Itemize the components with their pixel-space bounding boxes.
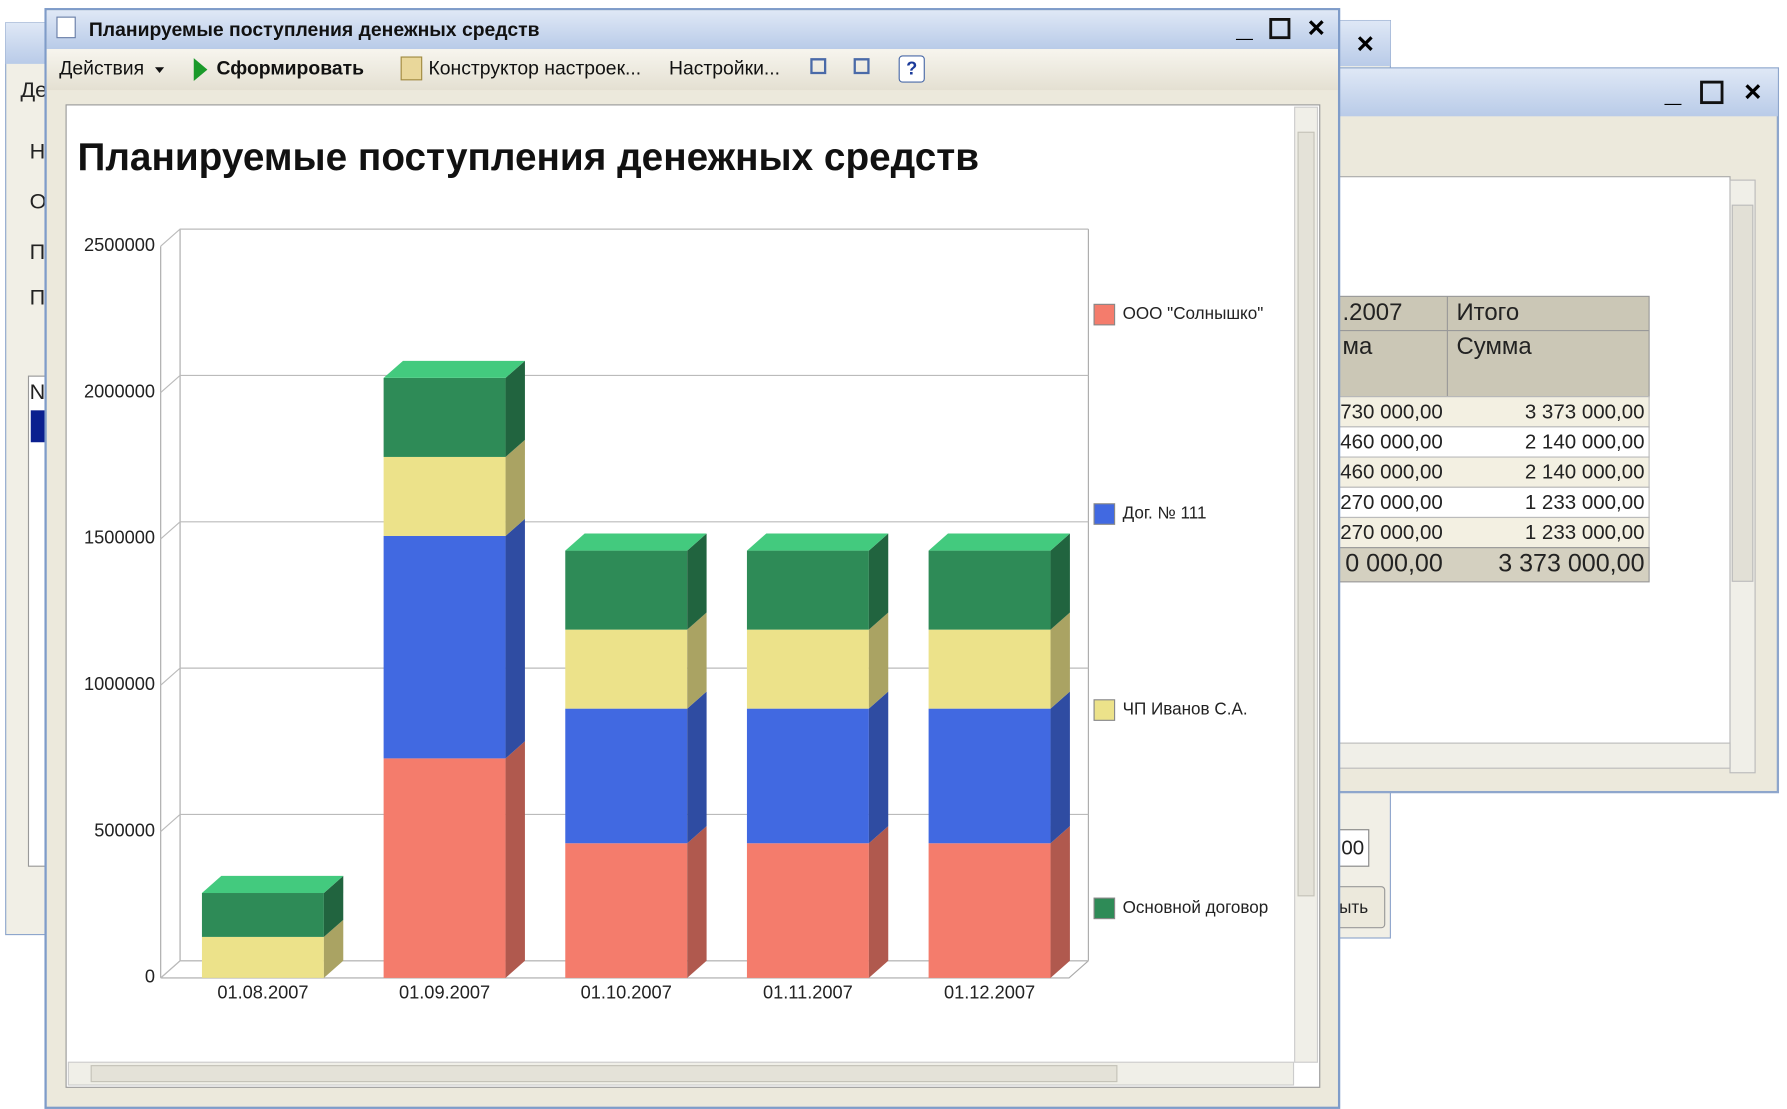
bar-top <box>565 533 706 550</box>
bar-segment <box>565 843 687 978</box>
bar-side <box>1051 692 1070 844</box>
legend-swatch <box>1094 304 1115 325</box>
bar-side <box>506 519 525 759</box>
bar-segment <box>747 551 869 630</box>
x-tick-label: 01.08.2007 <box>217 982 308 1003</box>
screen: ДеНОППN × 00 ыть _ × .2007ИтогомаСумма73… <box>0 0 1787 1109</box>
bar-segment <box>929 630 1051 709</box>
bar-top <box>929 533 1070 550</box>
constructor-button[interactable]: Конструктор настроек... <box>429 58 642 80</box>
bar-segment <box>384 758 506 978</box>
actions-menu[interactable]: Действия <box>59 58 144 80</box>
minimize-button[interactable]: _ <box>1664 75 1682 108</box>
y-tick-label: 2000000 <box>84 380 155 401</box>
label: П <box>30 239 46 264</box>
x-tick-label: 01.09.2007 <box>399 982 490 1003</box>
y-tick-label: 500000 <box>94 819 155 840</box>
legend-swatch <box>1094 700 1115 721</box>
bar-segment <box>202 937 324 978</box>
bar-segment <box>747 709 869 844</box>
bar-side <box>687 692 706 844</box>
legend-swatch <box>1094 898 1115 919</box>
window-icon <box>57 17 75 38</box>
legend-label: Основной договор <box>1123 898 1269 917</box>
x-tick-label: 01.11.2007 <box>763 982 853 1003</box>
settings-button[interactable]: Настройки... <box>669 58 780 80</box>
y-tick-label: 1500000 <box>84 527 155 548</box>
report-window: _ × .2007 Итого ма Сумма 730 000,00 3 373 000… <box>1333 68 1777 792</box>
minimize-button[interactable]: _ <box>1235 10 1253 43</box>
total-cell: 0 000,00 <box>1345 549 1443 577</box>
label: О <box>30 189 47 214</box>
bar-segment <box>929 551 1051 630</box>
x-tick-label: 01.10.2007 <box>581 982 672 1003</box>
bar-segment <box>565 551 687 630</box>
bar-side <box>506 741 525 978</box>
x-tick-label: 01.12.2007 <box>944 982 1035 1003</box>
field-text: 00 <box>1341 837 1364 860</box>
bar-segment <box>747 843 869 978</box>
button-text: ыть <box>1339 898 1368 917</box>
generate-button[interactable]: Сформировать <box>217 58 365 80</box>
cell: 2 140 000,00 <box>1525 461 1645 484</box>
bar-top <box>384 361 525 378</box>
page: { "window": { "title": "Планируемые пост… <box>0 0 1787 1109</box>
cell: 1 233 000,00 <box>1525 491 1645 514</box>
bar-segment <box>384 457 506 536</box>
total-cell: 3 373 000,00 <box>1498 549 1644 577</box>
h-scrollbar[interactable] <box>1333 743 1730 768</box>
close-button[interactable]: × <box>1308 12 1325 45</box>
cell: 460 000,00 <box>1340 461 1443 484</box>
main-window: Планируемые поступления денежных средств… <box>46 9 1340 1108</box>
bar-side <box>869 826 888 978</box>
bar-side <box>1051 826 1070 978</box>
bar-segment <box>929 709 1051 844</box>
label: N <box>30 379 46 404</box>
cell: 270 000,00 <box>1340 491 1443 514</box>
legend-label: ООО "Солнышко" <box>1123 304 1264 323</box>
y-tick-label: 0 <box>145 966 155 987</box>
cell: 460 000,00 <box>1340 431 1443 454</box>
bar-side <box>687 826 706 978</box>
window-title: Планируемые поступления денежных средств <box>89 19 540 41</box>
bar-segment <box>384 378 506 457</box>
constructor-icon <box>401 57 422 80</box>
bar-segment <box>384 536 506 758</box>
chart-title: Планируемые поступления денежных средств <box>77 136 979 179</box>
bar-segment <box>747 630 869 709</box>
bar-segment <box>202 893 324 937</box>
cell: 2 140 000,00 <box>1525 431 1645 454</box>
bar-top <box>202 876 343 893</box>
legend-swatch <box>1094 504 1115 525</box>
close-button[interactable]: × <box>1357 27 1374 60</box>
scroll-thumb[interactable] <box>1298 132 1314 896</box>
y-tick-label: 1000000 <box>84 673 155 694</box>
legend-label: ЧП Иванов С.А. <box>1123 700 1248 719</box>
header-cell: .2007 <box>1343 299 1403 326</box>
bar-segment <box>565 709 687 844</box>
close-button[interactable]: × <box>1744 75 1761 108</box>
y-tick-label: 2500000 <box>84 234 155 255</box>
label: П <box>30 284 46 309</box>
legend-label: Дог. № 111 <box>1123 504 1207 523</box>
label: Де <box>21 77 48 102</box>
header-cell: Итого <box>1456 299 1519 326</box>
cell: 730 000,00 <box>1340 400 1443 423</box>
title-bar <box>1333 68 1777 116</box>
bar-segment <box>565 630 687 709</box>
h-scroll-thumb[interactable] <box>91 1066 1117 1082</box>
cell: 1 233 000,00 <box>1525 521 1645 544</box>
bar-top <box>747 533 888 550</box>
help-text: ? <box>906 57 917 78</box>
label: Н <box>30 138 46 163</box>
header-cell: Сумма <box>1456 333 1532 360</box>
cell: 270 000,00 <box>1340 521 1443 544</box>
bar-segment <box>929 843 1051 978</box>
bar-side <box>869 692 888 844</box>
scroll-thumb[interactable] <box>1732 205 1753 581</box>
cell: 3 373 000,00 <box>1525 400 1645 423</box>
header-cell: ма <box>1343 333 1373 360</box>
